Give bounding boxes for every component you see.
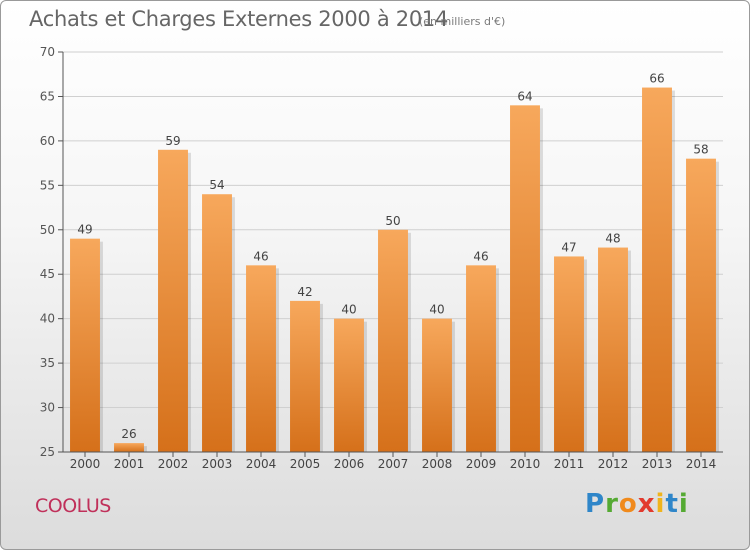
chart-unit: (en milliers d'€): [419, 15, 506, 28]
x-tick-label: 2012: [598, 457, 629, 471]
data-label: 49: [77, 223, 92, 237]
x-tick-label: 2007: [378, 457, 409, 471]
data-labels: 49 26 59 54 46 42 40 50 40 46 64 47 48 66 58: [77, 72, 708, 442]
data-label: 59: [165, 134, 180, 148]
data-label: 26: [121, 427, 136, 441]
bar-2012: [598, 247, 628, 452]
x-tick-label: 2000: [70, 457, 101, 471]
y-tick-label: 35: [40, 356, 55, 370]
bar-2000: [70, 238, 100, 452]
x-tick-label: 2003: [202, 457, 233, 471]
bar-2004: [246, 265, 276, 452]
data-label: 47: [561, 240, 576, 254]
x-tick-label: 2005: [290, 457, 321, 471]
bar-2008: [422, 318, 452, 452]
commune-name: COOLUS: [35, 495, 111, 517]
proxiti-logo: Proxiti: [585, 489, 689, 519]
y-tick-label: 40: [40, 312, 55, 326]
y-tick-label: 65: [40, 89, 55, 103]
y-tick-label: 30: [40, 401, 55, 415]
bar-2006: [334, 318, 364, 452]
data-label: 46: [253, 249, 268, 263]
x-tick-label: 2010: [510, 457, 541, 471]
x-tick-label: 2001: [114, 457, 145, 471]
bar-2003: [202, 194, 232, 452]
x-tick-label: 2006: [334, 457, 365, 471]
data-label: 48: [605, 232, 620, 246]
bar-2013: [642, 87, 672, 453]
x-tick-label: 2013: [642, 457, 673, 471]
x-tick-label: 2008: [422, 457, 453, 471]
bars: [70, 87, 719, 453]
bar-2005: [290, 300, 320, 452]
bar-2002: [158, 149, 188, 452]
data-label: 40: [341, 303, 356, 317]
axes: 25 30 35 40 45 50 55 60 65 70 2000 2001 2002 2003 2004…: [40, 45, 723, 471]
y-tick-label: 70: [40, 45, 55, 59]
x-tick-label: 2014: [686, 457, 717, 471]
bar-2011: [554, 256, 584, 452]
bar-2007: [378, 229, 408, 452]
data-label: 46: [473, 249, 488, 263]
chart-title: Achats et Charges Externes 2000 à 2014: [29, 7, 449, 31]
x-tick-label: 2011: [554, 457, 585, 471]
bar-2001: [114, 443, 144, 452]
data-label: 54: [209, 178, 224, 192]
y-tick-label: 60: [40, 134, 55, 148]
x-tick-label: 2004: [246, 457, 277, 471]
bar-2009: [466, 265, 496, 452]
data-label: 42: [297, 285, 312, 299]
x-tick-label: 2009: [466, 457, 497, 471]
data-label: 66: [649, 72, 664, 86]
x-tick-label: 2002: [158, 457, 189, 471]
y-tick-label: 55: [40, 178, 55, 192]
bar-2010: [510, 105, 540, 452]
data-label: 40: [429, 303, 444, 317]
data-label: 64: [517, 89, 532, 103]
y-tick-label: 25: [40, 445, 55, 459]
data-label: 50: [385, 214, 400, 228]
bar-2014: [686, 158, 716, 452]
y-tick-label: 50: [40, 223, 55, 237]
y-tick-label: 45: [40, 267, 55, 281]
data-label: 58: [693, 143, 708, 157]
